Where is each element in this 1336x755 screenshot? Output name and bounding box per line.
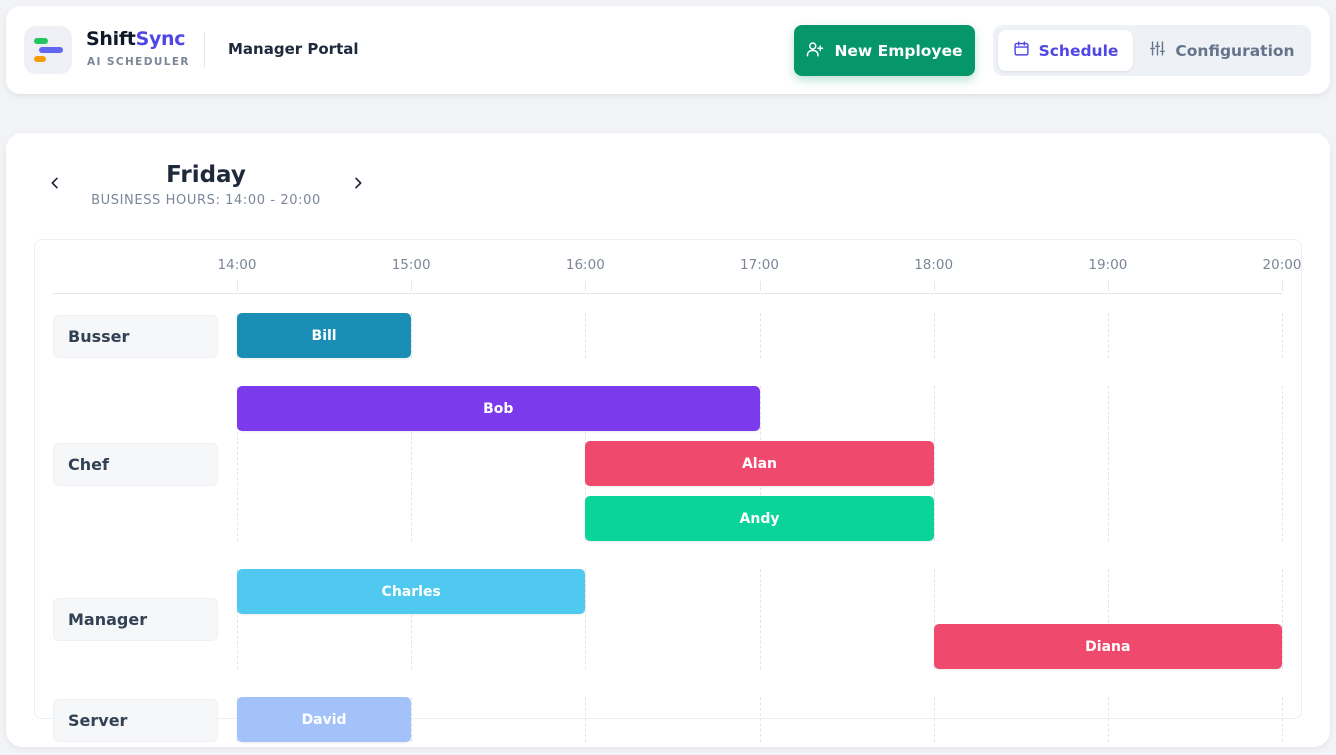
hour-gridline bbox=[934, 313, 935, 358]
logo-bar bbox=[39, 47, 63, 53]
time-tick-label: 18:00 bbox=[914, 257, 954, 273]
hour-gridline bbox=[760, 313, 761, 358]
brand-name: ShiftSync bbox=[86, 28, 186, 50]
shift-bar[interactable]: Bill bbox=[237, 313, 412, 358]
hour-gridline bbox=[760, 569, 761, 669]
tab-schedule-label: Schedule bbox=[1038, 41, 1119, 60]
hour-gridline bbox=[237, 386, 238, 541]
time-tick-mark bbox=[760, 281, 761, 291]
role-label-busser: Busser bbox=[53, 314, 218, 358]
portal-title: Manager Portal bbox=[228, 40, 359, 58]
hour-gridline bbox=[411, 569, 412, 669]
schedule-card: Friday BUSINESS HOURS: 14:00 - 20:00 14:… bbox=[6, 133, 1330, 747]
shift-employee-name: Charles bbox=[381, 583, 441, 600]
new-employee-label: New Employee bbox=[834, 41, 963, 60]
tab-configuration[interactable]: Configuration bbox=[1139, 30, 1305, 71]
add-user-icon bbox=[806, 40, 824, 62]
hour-gridline bbox=[585, 569, 586, 669]
hour-gridline bbox=[585, 313, 586, 358]
shift-employee-name: Alan bbox=[741, 455, 778, 472]
hour-gridline bbox=[934, 386, 935, 541]
hour-gridline bbox=[1282, 569, 1283, 669]
shift-bar[interactable]: Diana bbox=[933, 624, 1282, 669]
time-tick-label: 15:00 bbox=[391, 257, 431, 273]
time-tick-label: 20:00 bbox=[1262, 257, 1302, 273]
role-label-server: Server bbox=[53, 698, 218, 742]
logo-bar bbox=[34, 56, 46, 62]
calendar-icon bbox=[1013, 40, 1030, 61]
role-label-manager: Manager bbox=[53, 598, 218, 641]
next-day-button[interactable] bbox=[345, 172, 371, 198]
time-tick-mark bbox=[585, 281, 586, 291]
shift-bar[interactable]: Bob bbox=[237, 386, 760, 431]
business-hours: BUSINESS HOURS: 14:00 - 20:00 bbox=[91, 193, 321, 208]
shift-employee-name: David bbox=[301, 711, 347, 728]
shift-bar[interactable]: Alan bbox=[585, 441, 934, 486]
hour-gridline bbox=[1108, 313, 1109, 358]
hour-gridline bbox=[1108, 569, 1109, 669]
time-tick-label: 14:00 bbox=[217, 257, 257, 273]
chevron-right-icon bbox=[350, 175, 366, 195]
shift-employee-name: Andy bbox=[739, 510, 780, 527]
day-title: Friday bbox=[166, 162, 246, 188]
shift-employee-name: Diana bbox=[1085, 638, 1131, 655]
hour-gridline bbox=[1282, 386, 1283, 541]
tab-configuration-label: Configuration bbox=[1175, 41, 1295, 60]
timeline-header-divider bbox=[53, 293, 1282, 294]
hour-gridline bbox=[1282, 313, 1283, 358]
hour-gridline bbox=[585, 697, 586, 742]
hour-gridline bbox=[411, 697, 412, 742]
brand-subtitle: AI SCHEDULER bbox=[87, 56, 190, 68]
hour-gridline bbox=[934, 697, 935, 742]
hour-gridline bbox=[1108, 386, 1109, 541]
hour-gridline bbox=[237, 569, 238, 669]
hour-gridline bbox=[1282, 697, 1283, 742]
shift-bar[interactable]: Andy bbox=[585, 496, 934, 541]
time-tick-mark bbox=[411, 281, 412, 291]
chevron-left-icon bbox=[47, 175, 63, 195]
shift-bar[interactable]: Charles bbox=[237, 569, 586, 614]
view-tabs: Schedule Configuration bbox=[993, 25, 1311, 76]
time-tick-label: 19:00 bbox=[1088, 257, 1128, 273]
brand-part-2: Sync bbox=[135, 28, 186, 50]
tab-schedule[interactable]: Schedule bbox=[998, 30, 1133, 71]
time-tick-mark bbox=[1282, 281, 1283, 291]
previous-day-button[interactable] bbox=[42, 172, 68, 198]
app-header: ShiftSync AI SCHEDULER Manager Portal Ne… bbox=[6, 6, 1330, 94]
hour-gridline bbox=[760, 697, 761, 742]
time-tick-label: 16:00 bbox=[565, 257, 605, 273]
logo-bar bbox=[34, 38, 48, 44]
sliders-icon bbox=[1149, 40, 1166, 61]
time-tick-mark bbox=[237, 281, 238, 291]
hour-gridline bbox=[934, 569, 935, 669]
new-employee-button[interactable]: New Employee bbox=[794, 25, 975, 76]
shift-employee-name: Bill bbox=[311, 327, 337, 344]
hour-gridline bbox=[411, 313, 412, 358]
time-tick-mark bbox=[1108, 281, 1109, 291]
brand-part-1: Shift bbox=[86, 28, 136, 50]
time-tick-label: 17:00 bbox=[740, 257, 779, 273]
timeline-grid bbox=[34, 239, 1302, 719]
shift-bar[interactable]: David bbox=[237, 697, 412, 742]
header-divider bbox=[204, 32, 205, 68]
shift-employee-name: Bob bbox=[483, 400, 514, 417]
role-label-chef: Chef bbox=[53, 442, 218, 486]
hour-gridline bbox=[1108, 697, 1109, 742]
hour-gridline bbox=[411, 386, 412, 541]
logo bbox=[24, 26, 72, 74]
time-tick-mark bbox=[934, 281, 935, 291]
